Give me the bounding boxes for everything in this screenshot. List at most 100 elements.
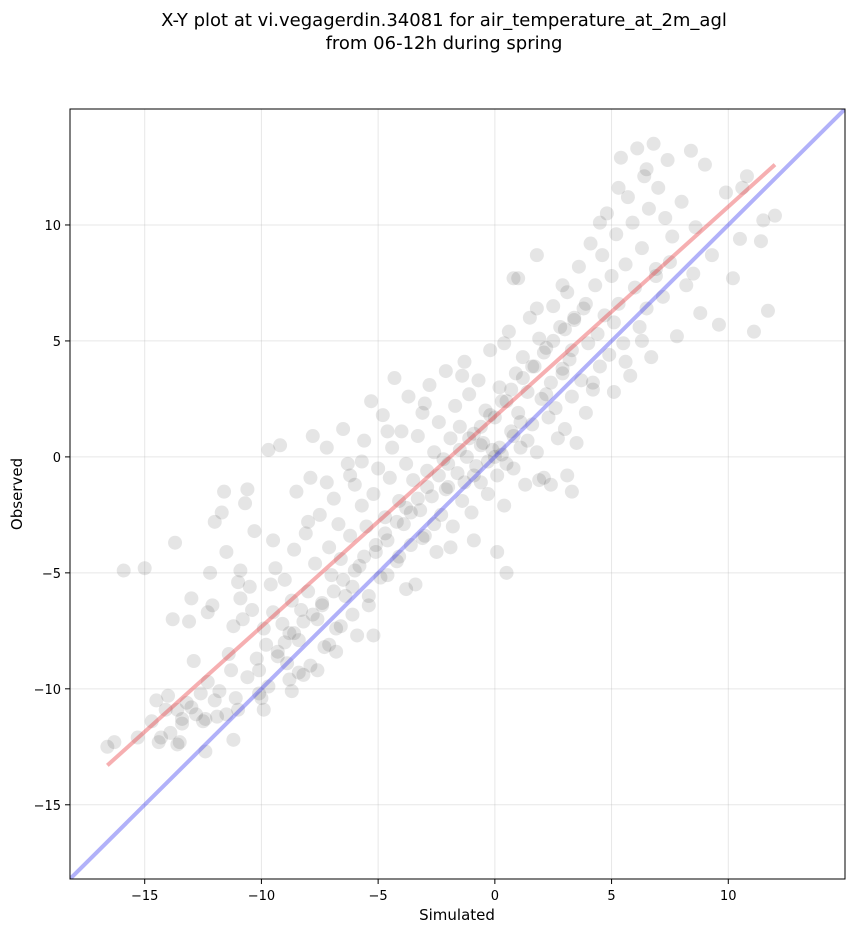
data-point	[464, 505, 479, 520]
x-tick-label: 10	[720, 889, 737, 904]
data-point	[485, 442, 500, 457]
data-point	[634, 333, 649, 348]
data-point	[571, 259, 586, 274]
data-point	[417, 396, 432, 411]
y-axis-ticks: −15 −10 −5 0 5 10	[34, 219, 70, 814]
data-point	[305, 429, 320, 444]
data-point	[392, 493, 407, 508]
data-point	[301, 584, 316, 599]
data-point	[611, 180, 626, 195]
data-point	[697, 157, 712, 172]
data-point	[289, 484, 304, 499]
data-point	[240, 482, 255, 497]
y-axis-label: Observed	[8, 458, 26, 530]
data-point	[256, 621, 271, 636]
data-point	[585, 375, 600, 390]
x-axis-label: Simulated	[419, 906, 495, 924]
data-point	[380, 424, 395, 439]
data-point	[434, 507, 449, 522]
data-point	[515, 371, 530, 386]
data-point	[233, 563, 248, 578]
data-point	[317, 640, 332, 655]
data-point	[611, 296, 626, 311]
data-point	[168, 535, 183, 550]
data-point	[294, 602, 309, 617]
data-point	[632, 320, 647, 335]
data-point	[158, 702, 173, 717]
data-point	[338, 589, 353, 604]
data-point	[238, 496, 253, 511]
data-point	[359, 519, 374, 534]
data-point	[263, 577, 278, 592]
data-point	[555, 361, 570, 376]
data-point	[310, 663, 325, 678]
x-tick-label: −5	[369, 889, 388, 904]
data-point	[329, 644, 344, 659]
data-point	[564, 343, 579, 358]
data-point	[389, 554, 404, 569]
data-point	[585, 382, 600, 397]
data-point	[618, 354, 633, 369]
data-point	[291, 633, 306, 648]
data-point	[504, 424, 519, 439]
data-point	[282, 626, 297, 641]
data-point	[331, 517, 346, 532]
data-point	[212, 684, 227, 699]
data-point	[380, 568, 395, 583]
data-point	[399, 582, 414, 597]
data-point	[506, 429, 521, 444]
data-point	[415, 531, 430, 546]
data-point	[592, 215, 607, 230]
data-point	[298, 526, 313, 541]
data-point	[366, 628, 381, 643]
data-point	[326, 584, 341, 599]
data-point	[184, 591, 199, 606]
data-point	[343, 528, 358, 543]
data-point	[497, 336, 512, 351]
data-point	[625, 215, 640, 230]
data-point	[548, 401, 563, 416]
data-point	[473, 419, 488, 434]
scatter-points	[100, 136, 782, 759]
data-point	[655, 289, 670, 304]
data-point	[354, 454, 369, 469]
data-point	[452, 419, 467, 434]
data-point	[581, 336, 596, 351]
data-point	[413, 503, 428, 518]
data-point	[343, 468, 358, 483]
data-point	[231, 702, 246, 717]
data-point	[487, 449, 502, 464]
data-point	[539, 387, 554, 402]
data-point	[480, 487, 495, 501]
data-point	[322, 637, 337, 652]
data-point	[420, 463, 435, 478]
data-point	[704, 248, 719, 263]
data-point	[350, 628, 365, 643]
data-point	[261, 442, 276, 457]
data-point	[711, 317, 726, 332]
data-point	[490, 468, 505, 483]
data-point	[408, 577, 423, 592]
data-point	[170, 737, 185, 752]
data-point	[219, 544, 234, 559]
data-point	[154, 730, 169, 745]
y-tick-label: −5	[42, 567, 61, 582]
data-point	[305, 607, 320, 622]
data-point	[345, 607, 360, 622]
data-point	[259, 637, 274, 652]
data-point	[557, 322, 572, 337]
data-point	[506, 461, 521, 476]
data-point	[329, 621, 344, 636]
data-point	[443, 431, 458, 446]
data-point	[646, 136, 661, 151]
data-point	[567, 310, 582, 325]
data-point	[462, 431, 477, 446]
data-point	[555, 278, 570, 293]
data-point	[518, 477, 533, 492]
data-point	[422, 377, 437, 392]
data-point	[364, 394, 379, 409]
data-point	[352, 558, 367, 573]
data-point	[478, 403, 493, 418]
data-point	[252, 686, 267, 701]
data-point	[301, 514, 316, 529]
